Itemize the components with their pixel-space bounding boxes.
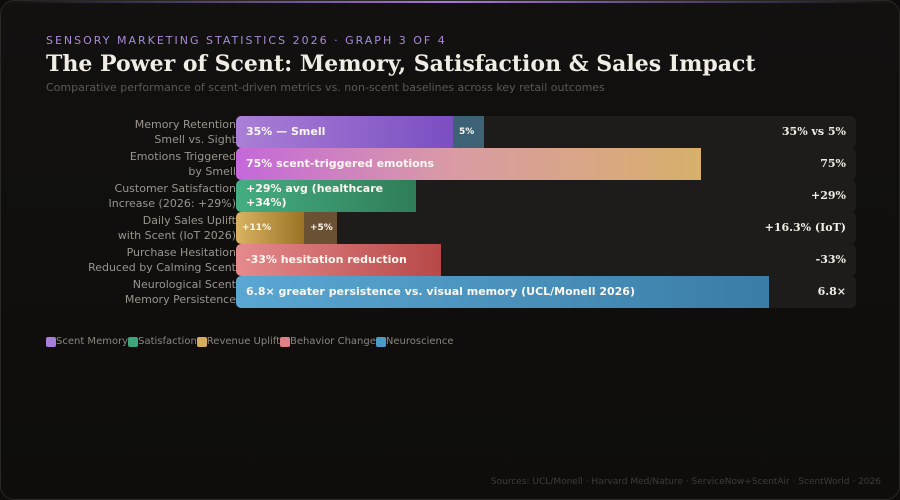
bar-segment: +11% [236,212,304,244]
top-accent-line [1,1,899,3]
row-value-label: +16.3% (IoT) [764,221,846,234]
legend-swatch [46,336,56,347]
legend-label: Scent Memory [56,336,129,347]
row-value-label: +29% [811,189,846,202]
legend-item: Behavior Change [280,336,376,347]
row-label-line2: Reduced by Calming Scent [88,261,236,274]
chart-row: Memory Retention Smell vs. Sight 35% — Sme… [1,116,899,148]
bar-track: 35% — Smell 5% 35% vs 5% [236,116,856,148]
legend-swatch [280,336,291,347]
row-label-line2: Increase (2026: +29%) [108,197,237,210]
row-label-line1: Neurological Scent [132,278,236,291]
source-note: Sources: UCL/Monell · Harvard Med/Nature… [490,477,881,487]
row-label-line2: with Scent (IoT 2026) [117,229,236,242]
row-value-label: 35% vs 5% [781,125,846,138]
chart-row: Purchase Hesitation Reduced by Calming Sc… [1,244,899,276]
row-label: Emotions Triggered by Smell [36,149,236,179]
row-label-line1: Emotions Triggered [129,150,236,163]
bar-label: +29% avg (healthcare +34%) [246,182,384,209]
chart-subtitle: Comparative performance of scent-driven … [46,81,605,94]
legend-swatch [128,336,139,347]
bar-label: +11% [242,223,272,233]
row-value-label: -33% [815,253,846,266]
row-label-line1: Daily Sales Uplift [142,214,236,227]
bar-segment: +5% [304,212,337,244]
bar-segment: 35% — Smell [236,116,453,148]
row-label-line1: Purchase Hesitation [126,246,236,259]
legend-swatch [196,336,207,347]
legend-item: Scent Memory [46,336,128,347]
bar-label: -33% hesitation reduction [246,253,407,266]
bar-label: 75% scent-triggered emotions [246,157,435,170]
bar-track: -33% hesitation reduction -33% [236,244,856,276]
row-label: Neurological Scent Memory Persistence [36,277,236,307]
chart-row: Daily Sales Uplift with Scent (IoT 2026) +… [1,212,899,244]
chart-row: Neurological Scent Memory Persistence 6.8×… [1,276,899,308]
bar-segment: 6.8× greater persistence vs. visual memo… [236,276,769,308]
eyebrow-label: SENSORY MARKETING STATISTICS 2026 · GRAP… [46,34,447,47]
row-label-line2: Memory Persistence [124,293,236,306]
bar-segment: -33% hesitation reduction [236,244,441,276]
legend-label: Neuroscience [385,336,454,347]
row-label: Customer Satisfaction Increase (2026: +29… [36,181,237,211]
bar-chart: Memory Retention Smell vs. Sight 35% — Sme… [1,116,899,311]
bar-label: 6.8× greater persistence vs. visual memo… [246,285,635,298]
bar-track: 75% scent-triggered emotions 75% [236,148,856,180]
bar-label: 5% [459,127,475,137]
bar-label: +5% [310,223,333,233]
row-label: Memory Retention Smell vs. Sight [36,117,236,147]
chart-row: Emotions Triggered by Smell 75% scent-trig… [1,148,899,180]
bar-segment: 5% [453,116,484,148]
row-label-line1: Customer Satisfaction [114,182,236,195]
legend-item: Neuroscience [375,336,454,347]
legend-item: Revenue Uplift [196,336,281,347]
chart-row: Customer Satisfaction Increase (2026: +29… [1,180,899,212]
bar-track: 6.8× greater persistence vs. visual memo… [236,276,856,308]
bar-label: 35% — Smell [246,125,326,138]
bar-segment: 75% scent-triggered emotions [236,148,701,180]
row-label: Purchase Hesitation Reduced by Calming Sc… [36,245,236,275]
legend-label: Satisfaction [138,336,197,347]
row-value-label: 6.8× [817,285,846,298]
row-label: Daily Sales Uplift with Scent (IoT 2026) [36,213,236,243]
chart-title: The Power of Scent: Memory, Satisfaction… [46,51,756,77]
legend-label: Behavior Change [290,336,376,347]
bar-segment: +29% avg (healthcare +34%) [236,180,416,212]
row-label-line1: Memory Retention [134,118,236,131]
bar-track: +11% +5% +16.3% (IoT) [236,212,856,244]
row-label-line2: Smell vs. Sight [154,133,236,146]
legend-swatch [375,336,386,347]
bar-track: +29% avg (healthcare +34%) +29% [236,180,856,212]
legend-item: Satisfaction [128,336,197,347]
row-value-label: 75% [820,157,846,170]
legend-label: Revenue Uplift [206,336,281,347]
row-label-line2: by Smell [188,165,236,178]
chart-legend: Scent Memory Satisfaction Revenue Uplift Be… [46,336,454,347]
